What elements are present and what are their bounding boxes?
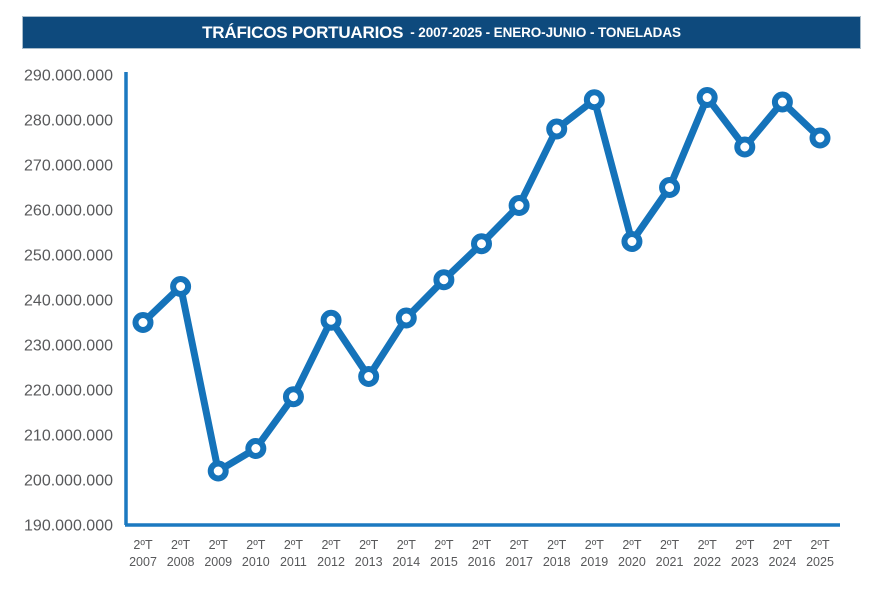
y-tick-label: 270.000.000 (24, 158, 113, 175)
data-point-marker (358, 366, 380, 387)
x-tick-label: 2ºT 2008 (167, 538, 195, 569)
x-tick-label: 2ºT 2007 (129, 538, 157, 569)
x-tick-label: 2ºT 2025 (806, 538, 834, 569)
x-tick-label: 2ºT 2013 (355, 538, 383, 569)
data-point-marker (809, 127, 831, 149)
x-tick-label: 2ºT 2009 (204, 538, 232, 569)
y-tick-label: 280.000.000 (24, 113, 113, 130)
y-tick-label: 190.000.000 (24, 518, 113, 535)
x-tick-label: 2ºT 2017 (505, 538, 533, 569)
x-tick-label: 2ºT 2016 (468, 538, 496, 569)
data-point-marker (583, 89, 605, 111)
title-banner: TRÁFICOS PORTUARIOS - 2007-2025 - ENERO-… (22, 16, 861, 49)
data-line (139, 94, 824, 475)
x-tick-label: 2ºT 2024 (768, 538, 796, 569)
x-tick-label: 2ºT 2021 (656, 538, 684, 569)
x-tick-label: 2ºT 2010 (242, 538, 270, 569)
y-tick-label: 230.000.000 (24, 338, 113, 355)
y-tick-label: 290.000.000 (24, 68, 113, 85)
y-tick-label: 250.000.000 (24, 248, 113, 265)
data-point-marker (245, 438, 267, 459)
data-point-marker (433, 269, 455, 291)
y-tick-label: 210.000.000 (24, 428, 113, 445)
x-tick-label: 2ºT 2022 (693, 538, 721, 569)
data-point-marker (771, 91, 793, 113)
data-point-marker (282, 386, 304, 408)
y-tick-label: 260.000.000 (24, 203, 113, 220)
data-point-marker (659, 177, 681, 198)
data-point-marker (320, 309, 342, 331)
data-point-marker (132, 312, 154, 333)
data-point-marker (170, 276, 192, 297)
x-tick-label: 2ºT 2018 (543, 538, 571, 569)
y-tick-label: 220.000.000 (24, 383, 113, 400)
x-tick-label: 2ºT 2012 (317, 538, 345, 569)
x-tick-label: 2ºT 2020 (618, 538, 646, 569)
y-tick-label: 240.000.000 (24, 293, 113, 310)
x-tick-label: 2ºT 2019 (580, 538, 608, 569)
x-tick-label: 2ºT 2011 (280, 538, 307, 569)
x-tick-label: 2ºT 2015 (430, 538, 458, 569)
x-tick-label: 2ºT 2023 (731, 538, 759, 569)
data-point-marker (696, 87, 718, 108)
data-point-marker (207, 460, 229, 482)
data-point-marker (395, 307, 417, 329)
y-tick-label: 200.000.000 (24, 473, 113, 490)
data-point-marker (546, 118, 568, 140)
chart-title-sub: - 2007-2025 - ENERO-JUNIO - TONELADAS (410, 25, 681, 40)
chart-title-main: TRÁFICOS PORTUARIOS (202, 22, 404, 42)
data-point-marker (508, 195, 530, 216)
data-point-marker (734, 136, 756, 158)
data-point-marker (471, 233, 492, 255)
x-tick-label: 2ºT 2014 (392, 538, 420, 569)
data-point-marker (621, 231, 643, 252)
